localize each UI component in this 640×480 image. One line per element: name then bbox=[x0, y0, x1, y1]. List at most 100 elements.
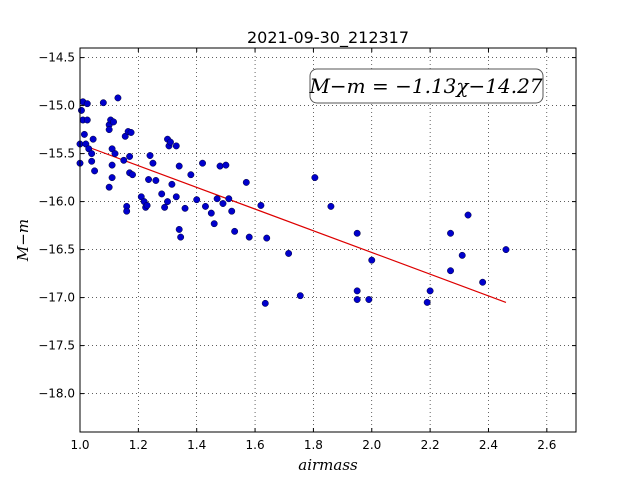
data-points bbox=[76, 94, 510, 307]
data-point bbox=[219, 200, 227, 207]
data-point bbox=[175, 162, 183, 170]
data-point bbox=[105, 183, 113, 191]
y-axis-label: M−m bbox=[14, 219, 32, 262]
data-point bbox=[368, 256, 376, 264]
data-point bbox=[327, 202, 335, 210]
data-point bbox=[145, 176, 153, 183]
data-point bbox=[108, 161, 116, 169]
x-axis-label: airmass bbox=[298, 456, 358, 474]
data-point bbox=[127, 129, 135, 136]
data-point bbox=[285, 249, 293, 257]
y-tick-label: −16.5 bbox=[38, 243, 75, 257]
data-point bbox=[353, 287, 361, 295]
data-point bbox=[207, 209, 215, 217]
data-point bbox=[166, 138, 174, 146]
data-point bbox=[257, 201, 265, 209]
data-point bbox=[114, 94, 122, 102]
data-point bbox=[120, 156, 128, 164]
data-point bbox=[181, 204, 189, 212]
data-point bbox=[261, 299, 269, 307]
data-point bbox=[245, 233, 253, 241]
data-point bbox=[231, 227, 239, 235]
data-point bbox=[228, 207, 236, 215]
x-tick-label: 2.6 bbox=[537, 438, 556, 452]
data-point bbox=[447, 267, 454, 275]
x-tick-label: 2.0 bbox=[362, 438, 381, 452]
data-point bbox=[502, 246, 510, 254]
x-tick-label: 1.4 bbox=[187, 438, 206, 452]
x-tick-label: 1.2 bbox=[129, 438, 148, 452]
equation-box bbox=[309, 68, 544, 104]
data-point bbox=[177, 233, 185, 241]
data-point bbox=[108, 174, 116, 182]
y-tick-label: −17.5 bbox=[38, 339, 75, 353]
data-point bbox=[464, 211, 472, 219]
y-tick-label: −18.0 bbox=[38, 387, 75, 401]
fit-line bbox=[79, 143, 507, 303]
x-tick-label: 2.2 bbox=[421, 438, 440, 452]
equation-text: M−m = −1.13χ−14.27 bbox=[308, 74, 542, 98]
data-point bbox=[83, 100, 91, 108]
data-point bbox=[447, 229, 454, 237]
data-point bbox=[311, 174, 319, 182]
data-point bbox=[126, 153, 134, 160]
data-point bbox=[99, 99, 107, 107]
data-point bbox=[105, 126, 113, 134]
data-point bbox=[202, 202, 209, 210]
data-point bbox=[458, 251, 466, 259]
data-point bbox=[78, 106, 85, 114]
data-point bbox=[158, 190, 166, 198]
data-point bbox=[296, 292, 304, 300]
x-tick-label: 1.6 bbox=[246, 438, 265, 452]
data-point bbox=[187, 171, 195, 179]
data-point bbox=[111, 150, 119, 158]
data-point bbox=[161, 203, 169, 211]
data-point bbox=[242, 178, 250, 186]
data-point bbox=[83, 116, 91, 124]
equation-annotation: M−m = −1.13χ−14.27 bbox=[308, 68, 544, 104]
data-point bbox=[423, 298, 431, 306]
data-point bbox=[222, 161, 230, 169]
data-point bbox=[172, 142, 180, 150]
data-point bbox=[210, 220, 218, 228]
data-point bbox=[353, 229, 361, 237]
data-point bbox=[213, 195, 221, 203]
y-tick-label: −17.0 bbox=[38, 291, 75, 305]
data-point bbox=[80, 130, 88, 138]
data-point bbox=[91, 167, 99, 175]
y-tick-label: −15.0 bbox=[38, 99, 75, 113]
axis-ticks: 1.0 1.2 1.4 1.6 1.8 2.0 2.2 2.4 2.6 −14.5 −15.0 −15… bbox=[38, 48, 576, 452]
x-tick-label: 2.4 bbox=[479, 438, 498, 452]
data-point bbox=[216, 162, 224, 170]
data-point bbox=[168, 180, 176, 188]
plot-area-frame bbox=[79, 47, 577, 433]
data-point bbox=[149, 159, 157, 167]
data-point bbox=[123, 207, 131, 215]
y-tick-label: −16.0 bbox=[38, 195, 75, 209]
data-point bbox=[199, 159, 206, 167]
data-point bbox=[129, 171, 136, 179]
grid-lines bbox=[80, 48, 576, 432]
data-point bbox=[110, 118, 118, 126]
data-point bbox=[152, 177, 160, 184]
chart-title: 2021-09-30_212317 bbox=[247, 28, 409, 48]
data-point bbox=[263, 234, 271, 242]
data-point bbox=[89, 135, 97, 143]
data-point bbox=[88, 150, 96, 158]
data-point bbox=[88, 157, 96, 165]
data-point bbox=[143, 201, 151, 209]
data-point bbox=[365, 296, 373, 303]
data-point bbox=[353, 296, 361, 303]
data-point bbox=[479, 278, 487, 286]
data-point bbox=[172, 193, 180, 201]
x-tick-label: 1.8 bbox=[304, 438, 323, 452]
data-point bbox=[146, 152, 154, 159]
y-tick-label: −15.5 bbox=[38, 147, 75, 161]
data-point bbox=[225, 195, 233, 203]
data-point bbox=[426, 287, 434, 295]
x-tick-label: 1.0 bbox=[70, 438, 89, 452]
y-tick-label: −14.5 bbox=[38, 51, 75, 65]
data-point bbox=[193, 196, 201, 204]
data-point bbox=[175, 225, 183, 233]
